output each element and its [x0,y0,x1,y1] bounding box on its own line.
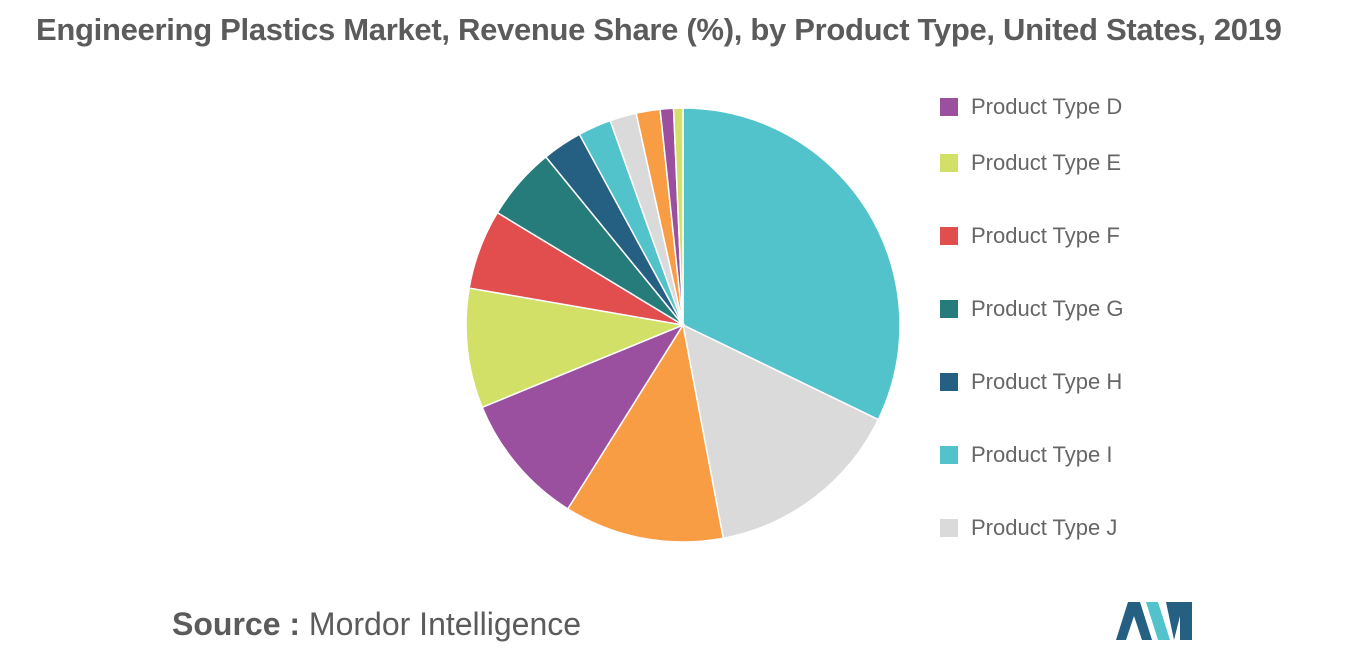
legend-item-product-type-f: Product Type F [940,199,1123,272]
pie-slice-4 [481,323,685,510]
source-label: Source : [172,606,301,642]
legend: Product Type D Product Type E Product Ty… [940,88,1123,564]
legend-label: Product Type G [971,295,1124,321]
pie-slice-13 [672,107,684,326]
legend-label: Product Type F [971,222,1120,248]
legend-label: Product Type E [971,149,1122,175]
legend-label: Product Type J [971,514,1118,540]
legend-swatch [940,226,958,245]
legend-item-product-type-i: Product Type I [940,418,1123,491]
pie-slice-1 [682,107,901,421]
legend-swatch [940,445,958,464]
legend-label: Product Type I [971,441,1113,467]
legend-swatch [940,372,958,391]
legend-label: Product Type D [971,94,1123,119]
pie-slice-2 [681,323,880,540]
mordor-intelligence-logo-icon [1116,602,1192,640]
legend-swatch [940,153,958,172]
legend-item-product-type-e: Product Type E [940,126,1123,199]
legend-item-product-type-h: Product Type H [940,345,1123,418]
legend-item-product-type-j: Product Type J [940,491,1123,564]
source-value: Mordor Intelligence [308,606,582,642]
legend-swatch [940,299,958,318]
source-note: Source : Mordor Intelligence [172,606,581,643]
legend-swatch [940,98,958,116]
legend-swatch [940,518,958,537]
chart-title: Engineering Plastics Market, Revenue Sha… [36,12,1282,47]
legend-label: Product Type H [971,368,1123,394]
legend-item-product-type-d: Product Type D [940,88,1123,126]
legend-item-product-type-g: Product Type G [940,272,1123,345]
pie-slice-3 [566,322,725,543]
pie-slice-5 [465,287,686,409]
